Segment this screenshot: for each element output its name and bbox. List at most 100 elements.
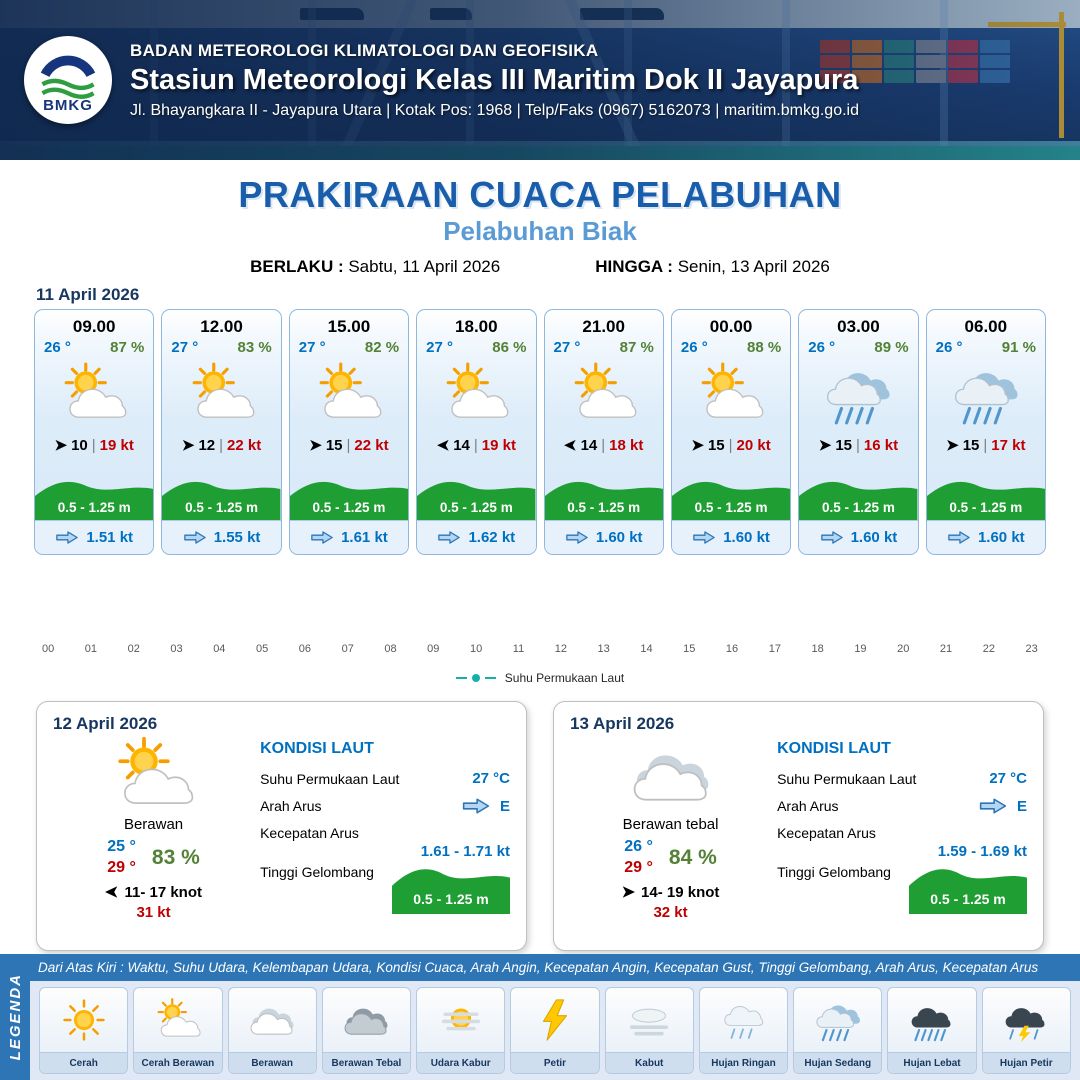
condition-label: Berawan tebal (622, 816, 719, 833)
hour-tick: 08 (384, 643, 397, 655)
wave-height: 0.5 - 1.25 m (930, 891, 1006, 907)
current-info: 1.60 kt (926, 520, 1045, 554)
daily-date: 12 April 2026 (53, 714, 158, 733)
wave-shape (417, 474, 536, 520)
wave-height-badge: 0.5 - 1.25 m (799, 474, 918, 520)
sst-label: Suhu Permukaan Laut (777, 770, 917, 787)
wind-range: 14- 19 knot (641, 883, 720, 901)
header: BMKG BADAN METEOROLOGI KLIMATOLOGI DAN G… (0, 0, 1080, 160)
current-info: 1.61 kt (289, 520, 409, 554)
hour-tick: 14 (640, 643, 653, 655)
air-temperature: 26 ° (680, 339, 708, 356)
wind-speed: 10 (71, 436, 88, 454)
temp-humidity-row: 27 ° 83 % (162, 337, 280, 356)
validity-line: BERLAKU : Sabtu, 11 April 2026 HINGGA : … (0, 257, 1080, 277)
current-direction-icon (565, 530, 589, 545)
gust-speed: 19 kt (481, 436, 516, 454)
wave-height-badge: 0.5 - 1.25 m (926, 474, 1045, 520)
current-dir-value: E (1016, 797, 1027, 815)
current-direction-icon (820, 530, 844, 545)
legend-item: Petir (510, 987, 600, 1074)
separator: | (728, 436, 733, 454)
wind-direction-icon: ➤ (436, 436, 450, 454)
weather-icon (511, 988, 598, 1052)
wave-shape (544, 474, 663, 520)
temp-humidity-row: 26 ° 89 % (799, 337, 917, 356)
wind-direction-icon: ➤ (181, 436, 195, 454)
current-speed: 1.60 kt (723, 529, 770, 546)
forecast-time: 06.00 (964, 317, 1008, 336)
sea-conditions: KONDISI LAUT Suhu Permukaan Laut 27 °C A… (771, 734, 1027, 921)
hour-tick: 09 (427, 643, 440, 655)
legend-item: Udara Kabur (416, 987, 506, 1074)
hour-tick: 00 (42, 643, 55, 655)
wave-shape (909, 860, 1027, 914)
forecast-card: 15.00 27 ° 82 % ➤ 15 | 22 kt 0.5 - 1.25 … (288, 309, 410, 555)
wave-row: Tinggi Gelombang 0.5 - 1.25 m (777, 864, 1027, 914)
forecast-card: 09.00 26 ° 87 % ➤ 10 | 19 kt 0.5 - 1.25 … (34, 309, 155, 555)
wind-speed: 15 (707, 436, 725, 454)
separator: | (91, 436, 96, 454)
weather-icon (927, 356, 1045, 432)
daily-card: 12 April 2026 Berawan 25 ° 29 ° 83 % (36, 701, 527, 951)
sst-label: Suhu Permukaan Laut (260, 770, 400, 787)
weather-icon (799, 356, 917, 432)
current-speed-label: Kecepatan Arus (260, 825, 359, 841)
wave-height: 0.5 - 1.25 m (822, 500, 895, 515)
hour-tick: 01 (84, 643, 98, 655)
forecast-card: 18.00 27 ° 86 % ➤ 14 | 19 kt 0.5 - 1.25 … (416, 309, 537, 555)
wind-direction-icon: ➤ (564, 436, 577, 454)
weather-icon (606, 988, 693, 1052)
legend-item-label: Berawan Tebal (322, 1052, 411, 1073)
hour-tick: 22 (982, 643, 995, 655)
berlaku-value: Sabtu, 11 April 2026 (348, 257, 501, 276)
wave-shape (162, 474, 281, 520)
legend-line (484, 677, 496, 679)
wind-range: 11- 17 knot (124, 883, 203, 901)
wind-speed: 15 (835, 436, 853, 454)
wind-speed: 14 (453, 436, 470, 454)
humidity: 91 % (1001, 339, 1036, 356)
hour-tick: 03 (170, 643, 183, 655)
separator: | (473, 436, 478, 454)
legend-line (455, 677, 467, 679)
current-dir-row: Arah Arus E (260, 797, 510, 815)
weather-icon (983, 988, 1070, 1052)
org-name: BADAN METEOROLOGI KLIMATOLOGI DAN GEOFIS… (130, 40, 599, 60)
wind-direction-icon: ➤ (818, 436, 832, 454)
legend-item-label: Hujan Lebat (888, 1052, 976, 1073)
wave-height: 0.5 - 1.25 m (694, 500, 768, 515)
weather-icon (229, 988, 316, 1052)
humidity: 84 % (668, 845, 717, 869)
current-direction-icon (978, 797, 1008, 815)
hour-tick: 15 (683, 643, 696, 655)
humidity: 89 % (874, 339, 909, 356)
current-speed: 1.55 kt (213, 529, 261, 546)
legend-item: Hujan Ringan (698, 987, 789, 1074)
legenda-label: LEGENDA (6, 973, 24, 1061)
temp-min: 25 ° (107, 838, 136, 855)
current-speed-value: 1.59 - 1.69 kt (937, 843, 1027, 860)
current-direction-icon (55, 530, 79, 545)
current-speed: 1.60 kt (850, 529, 898, 546)
current-dir-row: Arah Arus E (777, 797, 1027, 815)
wave-height: 0.5 - 1.25 m (57, 500, 131, 515)
sea-conditions-title: KONDISI LAUT (260, 740, 374, 757)
wind-direction-icon: ➤ (54, 436, 68, 454)
sea-conditions: KONDISI LAUT Suhu Permukaan Laut 27 °C A… (254, 734, 510, 921)
legend-item-label: Hujan Petir (982, 1052, 1070, 1073)
legend-item-label: Cerah Berawan (134, 1052, 222, 1073)
current-speed: 1.60 kt (977, 529, 1025, 546)
forecast-card: 21.00 27 ° 87 % ➤ 14 | 18 kt 0.5 - 1.25 … (543, 309, 664, 555)
current-direction-icon (947, 530, 971, 545)
hour-tick: 20 (897, 643, 910, 655)
legend-item: Hujan Petir (981, 987, 1071, 1074)
wave-height: 0.5 - 1.25 m (413, 891, 489, 907)
port-name: Pelabuhan Biak (443, 216, 637, 246)
wind-info: ➤ 15 | 17 kt (927, 432, 1045, 458)
forecast-time: 12.00 (200, 317, 243, 336)
current-speed-row: Kecepatan Arus (777, 825, 1027, 841)
daily-temps: 26 ° 29 ° 84 % (624, 837, 717, 879)
daily-summary-row: 12 April 2026 Berawan 25 ° 29 ° 83 % (0, 701, 1080, 951)
legenda-band: LEGENDA (0, 954, 30, 1080)
